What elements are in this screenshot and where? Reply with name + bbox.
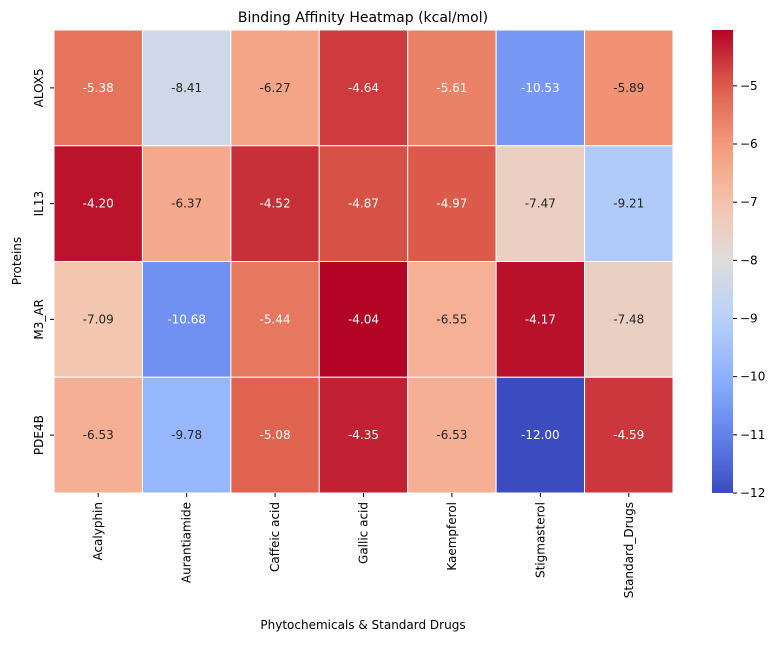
cell-annotation: -6.37 xyxy=(171,197,202,211)
x-tick-label: Gallic acid xyxy=(357,502,371,564)
x-tick-label: Acalyphin xyxy=(91,502,105,561)
y-tick-label: ALOX5 xyxy=(32,68,46,107)
heatmap-cell xyxy=(495,29,586,147)
cell-annotation: -9.21 xyxy=(613,197,644,211)
heatmap-cell xyxy=(53,376,143,494)
x-tick-label: Stigmasterol xyxy=(533,502,547,578)
colorbar-tick-label: −12 xyxy=(740,486,765,500)
heatmap-cell xyxy=(407,261,497,378)
heatmap-cell xyxy=(495,376,586,494)
colorbar-tick-label: −6 xyxy=(740,137,758,151)
cell-annotation: -4.97 xyxy=(436,197,467,211)
cell-annotation: -4.35 xyxy=(348,428,379,442)
cell-annotation: -6.27 xyxy=(260,81,291,95)
x-tick-label: Caffeic acid xyxy=(268,502,282,572)
y-tick-label: PDE4B xyxy=(32,415,46,455)
heatmap-cell xyxy=(141,376,232,494)
cell-annotation: -4.17 xyxy=(525,312,556,326)
colorbar-ticks: −5 −6 −7 −8 −9 −10 −11 −12 xyxy=(733,79,765,500)
cell-annotation: -4.52 xyxy=(260,197,291,211)
x-axis-ticks: Acalyphin Aurantiamide Caffeic acid Gallic … xyxy=(91,493,636,598)
cell-annotation: -4.64 xyxy=(348,81,379,95)
y-axis-label: Proteins xyxy=(10,237,24,285)
heatmap-cell xyxy=(407,29,497,147)
heatmap-cell xyxy=(141,29,232,147)
cell-annotation: -8.41 xyxy=(171,81,202,95)
cell-annotation: -5.08 xyxy=(260,428,291,442)
cell-annotation: -7.09 xyxy=(83,312,114,326)
cell-annotation: -10.68 xyxy=(167,312,206,326)
cell-annotations: -5.38 -8.41 -6.27 -4.64 -5.61 -10.53 -5.89 -4.2… xyxy=(83,81,645,442)
cell-annotation: -4.20 xyxy=(83,197,114,211)
heatmap-cell xyxy=(407,145,497,262)
cell-annotation: -5.38 xyxy=(83,81,114,95)
cell-annotation: -7.47 xyxy=(525,197,556,211)
colorbar-tick-label: −9 xyxy=(740,312,758,326)
heatmap-cell xyxy=(230,261,320,378)
x-axis-label: Phytochemicals & Standard Drugs xyxy=(260,618,465,632)
cell-annotation: -4.04 xyxy=(348,312,379,326)
heatmap-cell xyxy=(495,145,586,262)
x-tick-label: Aurantiamide xyxy=(180,502,194,583)
heatmap-cell xyxy=(230,29,320,147)
heatmap-cells xyxy=(53,29,674,494)
heatmap-cell xyxy=(584,376,674,494)
y-tick-label: IL13 xyxy=(32,191,46,217)
colorbar-tick-label: −10 xyxy=(740,370,765,384)
colorbar-tick-label: −7 xyxy=(740,195,758,209)
x-tick-label: Kaempferol xyxy=(445,502,459,571)
heatmap-cell xyxy=(230,145,320,262)
colorbar-tick-label: −5 xyxy=(740,79,758,93)
colorbar-tick-label: −8 xyxy=(740,253,758,267)
cell-annotation: -6.53 xyxy=(83,428,114,442)
cell-annotation: -5.89 xyxy=(613,81,644,95)
cell-annotation: -9.78 xyxy=(171,428,202,442)
cell-annotation: -6.55 xyxy=(436,312,467,326)
x-tick-label: Standard_Drugs xyxy=(622,502,636,598)
cell-annotation: -4.87 xyxy=(348,197,379,211)
heatmap-cell xyxy=(495,261,586,378)
cell-annotation: -10.53 xyxy=(521,81,560,95)
heatmap-cell xyxy=(584,261,674,378)
cell-annotation: -6.53 xyxy=(436,428,467,442)
heatmap-cell xyxy=(53,29,143,147)
cell-annotation: -5.61 xyxy=(436,81,467,95)
colorbar xyxy=(712,30,733,493)
cell-annotation: -7.48 xyxy=(613,312,644,326)
y-axis-ticks: ALOX5 IL13 M3_AR PDE4B xyxy=(32,68,54,455)
heatmap-cell xyxy=(53,261,143,378)
heatmap-cell xyxy=(318,376,409,494)
heatmap-cell xyxy=(584,145,674,262)
heatmap-cell xyxy=(141,261,232,378)
cell-annotation: -12.00 xyxy=(521,428,560,442)
cell-annotation: -5.44 xyxy=(260,312,291,326)
colorbar-tick-label: −11 xyxy=(740,428,765,442)
heatmap-cell xyxy=(318,261,409,378)
y-tick-label: M3_AR xyxy=(32,299,46,340)
heatmap-cell xyxy=(318,29,409,147)
chart-title: Binding Affinity Heatmap (kcal/mol) xyxy=(238,10,488,26)
cell-annotation: -4.59 xyxy=(613,428,644,442)
